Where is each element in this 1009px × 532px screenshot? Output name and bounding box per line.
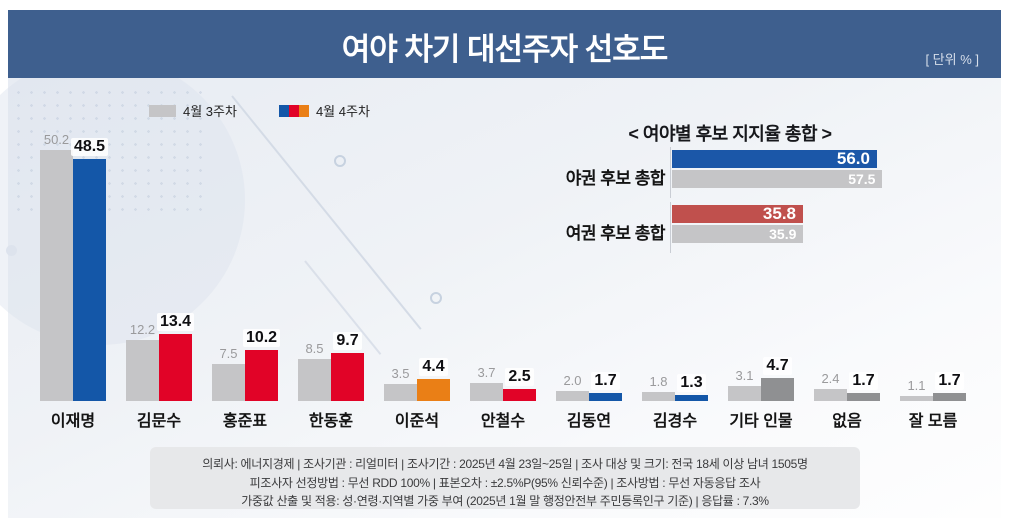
category-label: 한동훈	[308, 413, 354, 430]
current-week-bar	[589, 392, 622, 401]
bar-group: 2.0 1.7	[556, 371, 622, 401]
category-label: 이재명	[50, 413, 96, 430]
current-week-bar	[159, 334, 192, 401]
current-week-value: 10.2	[242, 329, 281, 347]
bar-group: 1.8 1.3	[642, 373, 708, 401]
bar-group: 3.1 4.7	[728, 356, 794, 401]
current-week-bar	[245, 350, 278, 401]
category-label: 잘 모름	[908, 413, 958, 430]
current-week-bar	[417, 379, 450, 401]
bar-group: 50.2 48.5	[40, 132, 109, 401]
summary-bracket	[670, 202, 671, 253]
header: 여야 차기 대선주자 선호도 [ 단위 % ]	[8, 10, 1001, 78]
previous-week-value: 3.7	[477, 364, 496, 380]
current-week-value: 1.3	[677, 373, 706, 392]
summary-group-label-opposition: 야권 후보 총합	[565, 169, 666, 188]
summary-value-opposition-current: 56.0	[836, 149, 870, 168]
methodology-line: 의뢰사: 에너지경제 | 조사기관 : 리얼미터 | 조사기간 : 2025년 …	[202, 457, 808, 471]
category-label: 김문수	[136, 413, 182, 430]
previous-week-value: 2.4	[821, 371, 840, 386]
current-week-value: 4.4	[419, 358, 448, 376]
category-axis: 이재명 김문수 홍준표 한동훈 이준석 안철수 김동연 김경수 기타 인물 없음 잘 모름	[0, 407, 1009, 433]
current-week-bar	[73, 158, 106, 401]
summary-bracket	[670, 147, 671, 198]
page-title: 여야 차기 대선주자 선호도	[341, 32, 669, 67]
current-week-value: 4.7	[763, 356, 792, 375]
current-week-value: 48.5	[70, 137, 109, 156]
previous-week-bar	[814, 389, 847, 401]
category-label: 기타 인물	[729, 413, 793, 430]
previous-week-bar	[384, 383, 417, 401]
category-label: 이준석	[394, 413, 440, 430]
current-week-value: 2.5	[505, 367, 534, 386]
previous-week-bar	[470, 382, 503, 401]
summary-value-opposition-previous: 57.5	[848, 171, 876, 187]
previous-week-bar	[126, 340, 159, 401]
summary-chart-title: < 여야별 후보 지지율 총합 >	[628, 124, 832, 144]
summary-bar-ruling-previous: 35.9	[672, 225, 804, 243]
bar-group: 2.4 1.7	[814, 371, 880, 401]
category-label: 안철수	[480, 413, 526, 430]
previous-week-bar	[728, 385, 761, 401]
current-week-bar	[503, 388, 536, 401]
category-label: 홍준표	[222, 413, 268, 430]
previous-week-bar	[212, 363, 245, 401]
summary-bar-opposition-current: 56.0	[672, 149, 877, 168]
summary-bar-opposition-previous: 57.5	[672, 170, 883, 188]
bar-group: 8.5 9.7	[298, 331, 364, 401]
methodology-line: 피조사자 선정방법 : 무선 RDD 100% | 표본오차 : ±2.5%P(…	[249, 475, 761, 490]
current-week-value: 1.7	[591, 371, 620, 390]
methodology-note: 의뢰사: 에너지경제 | 조사기관 : 리얼미터 | 조사기간 : 2025년 …	[150, 447, 860, 509]
category-label: 없음	[832, 413, 862, 430]
previous-week-bar	[40, 150, 73, 401]
previous-week-value: 3.5	[391, 365, 410, 381]
current-week-value: 1.7	[935, 371, 964, 390]
previous-week-value: 7.5	[219, 345, 238, 361]
current-week-bar	[761, 377, 794, 401]
current-week-bar	[847, 392, 880, 401]
category-label: 김동연	[566, 413, 612, 430]
current-week-value: 13.4	[156, 313, 195, 331]
current-week-value: 9.7	[333, 331, 362, 350]
bar-group: 3.5 4.4	[384, 358, 450, 401]
bar-group: 7.5 10.2	[212, 329, 281, 401]
previous-week-value: 8.5	[305, 340, 324, 356]
previous-week-bar	[556, 391, 589, 401]
summary-bar-ruling-current: 35.8	[672, 204, 804, 223]
current-week-value: 1.7	[849, 371, 878, 390]
current-week-bar	[675, 394, 708, 401]
previous-week-bar	[642, 392, 675, 401]
category-label: 김경수	[652, 413, 698, 430]
bar-group: 12.2 13.4	[126, 313, 195, 401]
previous-week-value: 50.2	[43, 132, 70, 147]
summary-value-ruling-previous: 35.9	[769, 226, 797, 242]
previous-week-value: 3.1	[735, 367, 754, 383]
summary-group-label-ruling: 여권 후보 총합	[565, 224, 666, 243]
unit-label: [ 단위 % ]	[925, 52, 979, 67]
bar-group: 1.1 1.7	[900, 371, 966, 401]
previous-week-bar	[900, 395, 933, 401]
previous-week-value: 1.1	[907, 377, 926, 393]
methodology-line: 가중값 산출 및 적용: 성·연령·지역별 가중 부여 (2025년 1월 말 …	[241, 494, 769, 509]
previous-week-value: 12.2	[129, 322, 156, 337]
summary-value-ruling-current: 35.8	[762, 204, 797, 223]
previous-week-value: 2.0	[563, 373, 582, 388]
previous-week-bar	[298, 358, 331, 401]
current-week-bar	[331, 352, 364, 401]
current-week-bar	[933, 392, 966, 401]
bar-group: 3.7 2.5	[470, 364, 536, 401]
previous-week-value: 1.8	[649, 374, 668, 389]
